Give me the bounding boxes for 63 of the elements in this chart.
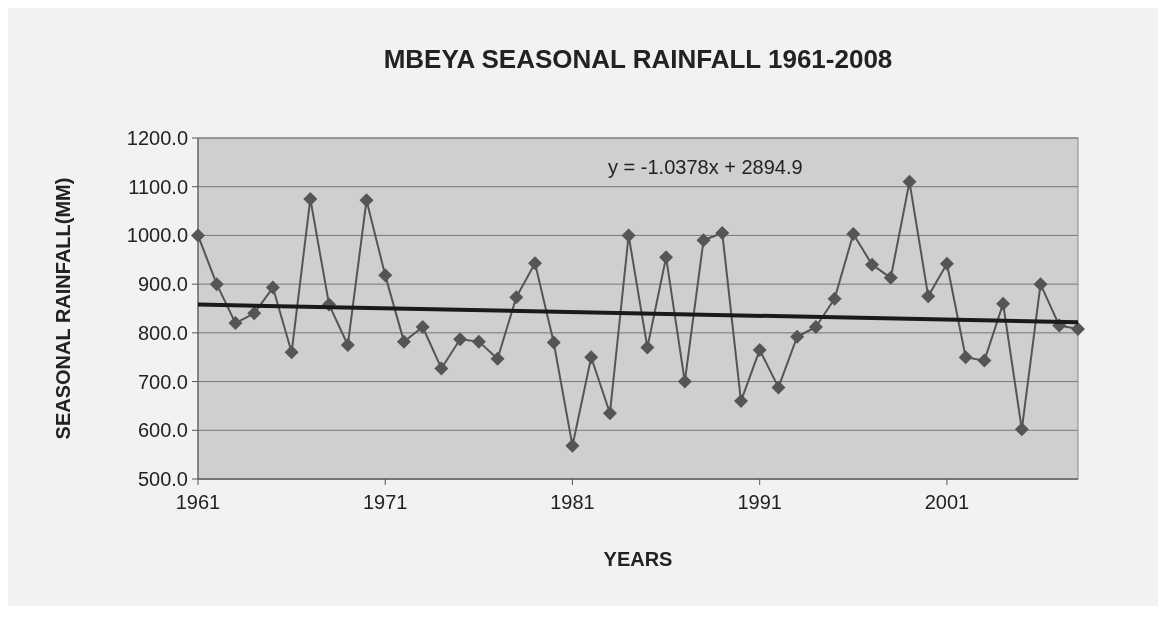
y-tick-label: 800.0	[137, 321, 188, 344]
point	[565, 438, 580, 453]
point	[584, 350, 599, 365]
point	[1014, 422, 1029, 437]
y-tick-label: 600.0	[137, 419, 188, 442]
y-tick-label: 1000.0	[126, 224, 188, 247]
point	[640, 340, 655, 355]
point	[378, 268, 393, 283]
x-axis-title: YEARS	[603, 548, 673, 570]
point	[359, 193, 374, 208]
point	[696, 233, 711, 248]
point	[191, 228, 205, 243]
point	[677, 374, 692, 389]
point	[228, 316, 243, 331]
point	[977, 353, 992, 368]
point	[902, 174, 917, 189]
y-tick-label: 1200.0	[126, 127, 188, 149]
point	[883, 270, 898, 285]
x-tick-label: 1981	[550, 491, 595, 513]
point	[303, 191, 318, 206]
point	[434, 361, 449, 376]
point	[752, 342, 767, 357]
point	[808, 320, 823, 335]
x-tick-label: 2001	[924, 491, 970, 513]
point	[284, 345, 299, 360]
point	[471, 334, 486, 349]
point	[528, 256, 543, 271]
point	[771, 380, 786, 395]
x-tick-label: 1991	[737, 491, 782, 513]
point	[621, 228, 636, 243]
y-tick-label: 1100.0	[128, 175, 188, 198]
point	[602, 406, 617, 421]
point	[453, 332, 468, 347]
annotation: y = -1.0378x + 2894.9	[608, 156, 803, 178]
y-tick-label: 700.0	[137, 370, 188, 393]
point	[846, 226, 861, 241]
point	[827, 291, 842, 306]
point	[921, 289, 936, 304]
y-axis-title: SEASONAL RAINFALL(MM)	[52, 177, 74, 440]
point	[865, 257, 880, 272]
point	[546, 335, 561, 350]
y-tick-label: 500.0	[137, 468, 188, 490]
point	[396, 334, 411, 349]
y-tick-label: 900.0	[137, 273, 188, 296]
point	[659, 250, 674, 265]
point	[939, 256, 954, 271]
point	[790, 329, 805, 344]
x-tick-label: 1971	[362, 491, 408, 513]
x-tick-label: 1961	[175, 491, 221, 513]
point	[733, 394, 748, 409]
point	[247, 306, 262, 321]
point	[509, 290, 524, 305]
point	[715, 225, 730, 240]
chart-title: MBEYA SEASONAL RAINFALL 1961-2008	[383, 44, 893, 74]
point	[1033, 277, 1048, 292]
point	[209, 277, 224, 292]
point	[996, 296, 1011, 311]
point	[1071, 321, 1085, 336]
point	[490, 351, 505, 366]
point	[265, 280, 280, 295]
point	[958, 350, 973, 365]
point	[340, 338, 355, 353]
point	[415, 320, 430, 335]
